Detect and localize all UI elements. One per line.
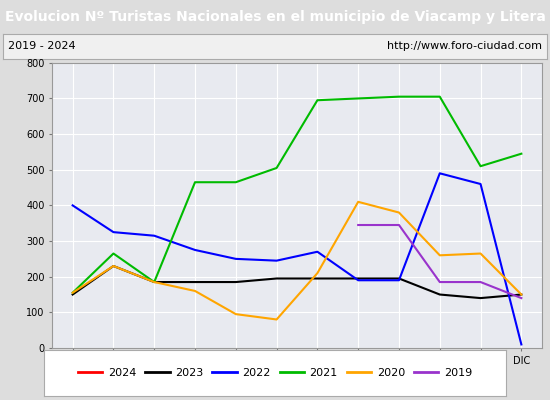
Text: Evolucion Nº Turistas Nacionales en el municipio de Viacamp y Litera: Evolucion Nº Turistas Nacionales en el m… [4,10,546,24]
Legend: 2024, 2023, 2022, 2021, 2020, 2019: 2024, 2023, 2022, 2021, 2020, 2019 [74,364,476,382]
Text: http://www.foro-ciudad.com: http://www.foro-ciudad.com [387,41,542,51]
Text: 2019 - 2024: 2019 - 2024 [8,41,76,51]
